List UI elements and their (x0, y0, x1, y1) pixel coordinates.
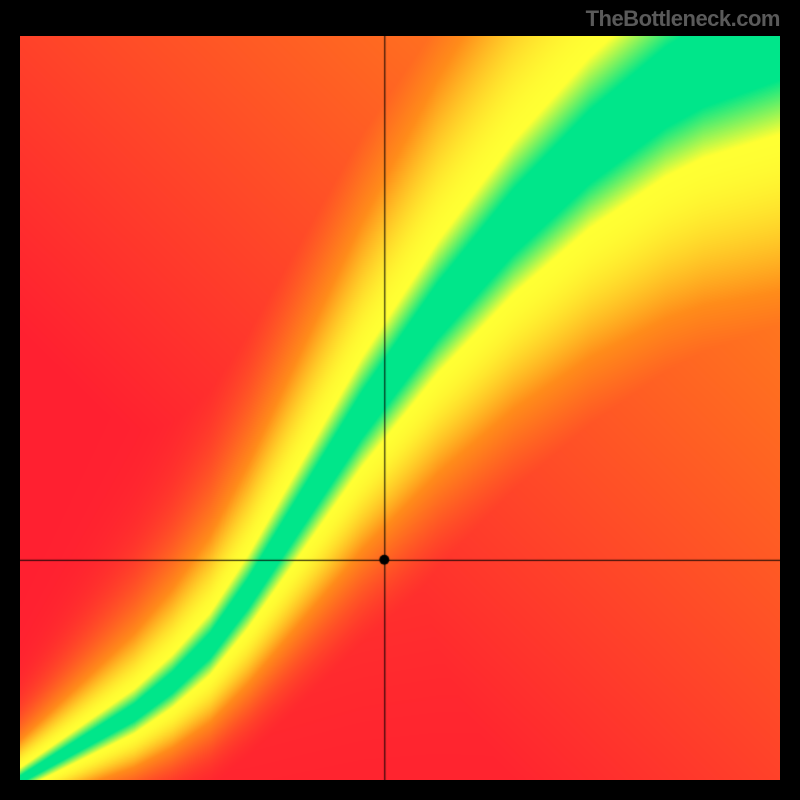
heatmap-plot (20, 36, 780, 780)
watermark-label: TheBottleneck.com (586, 6, 780, 32)
